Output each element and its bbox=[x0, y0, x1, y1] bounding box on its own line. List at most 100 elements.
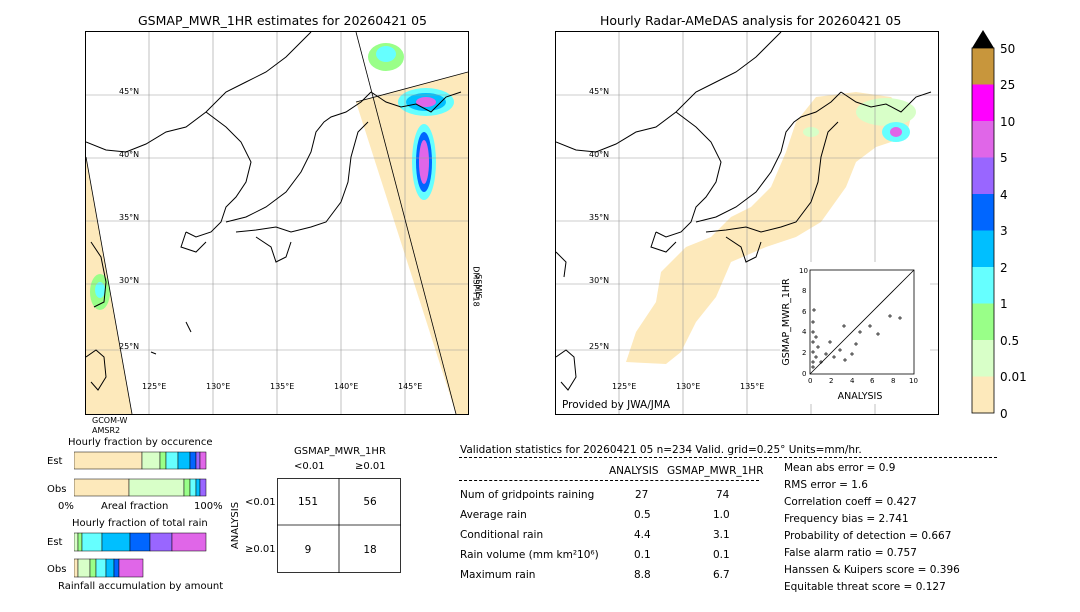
contingency-cell-0: 151 bbox=[298, 496, 318, 508]
val-row-4-a: 8.8 bbox=[634, 569, 651, 581]
validation-header: Validation statistics for 20260421 05 n=… bbox=[460, 444, 862, 456]
right-map-canvas: 45°N 40°N 35°N 30°N 25°N 125°E 130°E 135… bbox=[556, 32, 938, 414]
left-map-canvas: 45°N 40°N 35°N 30°N 25°N 125°E 130°E 135… bbox=[86, 32, 468, 414]
val-row-1-label: Average rain bbox=[460, 509, 527, 521]
colorbar-block bbox=[972, 157, 994, 195]
col-analysis: ANALYSIS bbox=[609, 465, 659, 477]
cbar-label-25: 25 bbox=[1000, 78, 1015, 92]
colorbar: 50 25 10 5 4 3 2 1 0.5 0.01 0 bbox=[968, 30, 1068, 421]
score-3: Frequency bias = 2.741 bbox=[784, 513, 909, 525]
svg-text:2: 2 bbox=[829, 377, 833, 385]
score-2: Correlation coeff = 0.427 bbox=[784, 496, 917, 508]
cbar-label-1: 1 bbox=[1000, 297, 1008, 311]
sat-left-label-2: AMSR2 bbox=[92, 426, 121, 435]
total-rain-row-obs: Obs bbox=[47, 564, 67, 575]
occurrence-row-obs: Obs bbox=[47, 484, 67, 495]
cbar-label-2: 2 bbox=[1000, 261, 1008, 275]
colorbar-block bbox=[972, 303, 994, 341]
right-lat-25: 25°N bbox=[589, 342, 609, 351]
scatter-y-ticks: 0 2 4 6 8 10 bbox=[799, 267, 808, 378]
occurrence-axis-0: 0% bbox=[58, 501, 74, 512]
scatter-points bbox=[811, 308, 902, 369]
svg-text:2: 2 bbox=[802, 349, 806, 357]
contingency-row-axis: ANALYSIS bbox=[230, 501, 242, 550]
colorbar-block bbox=[972, 340, 994, 377]
colorbar-block bbox=[972, 194, 994, 231]
contingency-col-1: ≥0.01 bbox=[355, 461, 386, 472]
colorbar-canvas: 50 25 10 5 4 3 2 1 0.5 0.01 0 bbox=[971, 30, 1027, 421]
cbar-label-3: 3 bbox=[1000, 224, 1008, 238]
svg-text:0: 0 bbox=[808, 377, 812, 385]
left-lat-35: 35°N bbox=[119, 213, 139, 222]
val-row-2-label: Conditional rain bbox=[460, 529, 544, 541]
val-row-0-g: 74 bbox=[716, 489, 730, 501]
colorbar-blocks bbox=[972, 48, 994, 414]
svg-text:6: 6 bbox=[802, 308, 807, 316]
left-lat-45: 45°N bbox=[119, 87, 139, 96]
right-lat-35: 35°N bbox=[589, 213, 609, 222]
left-lon-135: 135°E bbox=[270, 382, 294, 391]
score-5: False alarm ratio = 0.757 bbox=[784, 547, 917, 559]
svg-text:0: 0 bbox=[802, 370, 806, 378]
left-lon-145: 145°E bbox=[398, 382, 422, 391]
total-rain-bars bbox=[73, 532, 208, 578]
contingency-cell-3: 18 bbox=[363, 544, 376, 556]
right-lon-125: 125°E bbox=[612, 382, 636, 391]
contingency-cell-1: 56 bbox=[363, 496, 377, 508]
total-rain-row-est: Est bbox=[47, 537, 63, 548]
scatter-canvas: 0 2 4 6 8 10 0 2 4 6 8 10 ANALYSIS GSMAP… bbox=[781, 267, 918, 402]
left-lon-125: 125°E bbox=[142, 382, 166, 391]
cbar-label-5: 5 bbox=[1000, 151, 1008, 165]
left-grid bbox=[86, 32, 468, 414]
cbar-label-4: 4 bbox=[1000, 188, 1008, 202]
svg-text:10: 10 bbox=[909, 377, 918, 385]
right-lat-labels: 45°N 40°N 35°N 30°N 25°N bbox=[589, 87, 609, 351]
occurrence-bar-obs bbox=[73, 478, 207, 497]
left-lat-labels: 45°N 40°N 35°N 30°N 25°N bbox=[119, 87, 139, 351]
left-lat-40: 40°N bbox=[119, 150, 139, 159]
colorbar-block bbox=[972, 230, 994, 268]
left-lon-140: 140°E bbox=[334, 382, 358, 391]
val-row-1-g: 1.0 bbox=[713, 509, 730, 521]
val-row-0-a: 27 bbox=[635, 489, 649, 501]
val-row-3-label: Rain volume (mm km²10⁶) bbox=[460, 549, 599, 561]
colorbar-block bbox=[972, 267, 994, 304]
colorbar-block bbox=[972, 121, 994, 158]
left-map-title: GSMAP_MWR_1HR estimates for 20260421 05 bbox=[138, 13, 427, 28]
cbar-label-0: 0 bbox=[1000, 407, 1008, 420]
val-row-4-label: Maximum rain bbox=[460, 569, 536, 581]
scatter-ylabel: GSMAP_MWR_1HR bbox=[781, 278, 792, 366]
right-grid bbox=[556, 32, 938, 414]
right-lon-135: 135°E bbox=[740, 382, 764, 391]
svg-text:10: 10 bbox=[799, 267, 808, 275]
provider-label: Provided by JWA/JMA bbox=[562, 399, 671, 411]
occurrence-bars bbox=[73, 451, 208, 497]
right-coastline bbox=[556, 32, 932, 391]
right-lat-45: 45°N bbox=[589, 87, 609, 96]
left-coastline bbox=[86, 32, 462, 391]
colorbar-block bbox=[972, 376, 994, 414]
scatter-inset: 0 2 4 6 8 10 0 2 4 6 8 10 ANALYSIS GSMAP… bbox=[780, 262, 930, 404]
svg-text:6: 6 bbox=[870, 377, 875, 385]
sat-left-label-1: GCOM-W bbox=[92, 416, 128, 425]
score-1: RMS error = 1.6 bbox=[784, 479, 868, 491]
total-rain-bar-obs bbox=[73, 558, 144, 578]
val-row-0-label: Num of gridpoints raining bbox=[460, 489, 595, 501]
svg-text:8: 8 bbox=[891, 377, 895, 385]
occurrence-title: Hourly fraction by occurence bbox=[68, 437, 213, 448]
validation-divider bbox=[459, 457, 997, 458]
contingency-title: GSMAP_MWR_1HR bbox=[294, 446, 386, 457]
val-row-4-g: 6.7 bbox=[713, 569, 730, 581]
contingency-cell-2: 9 bbox=[305, 544, 312, 556]
cbar-label-50: 50 bbox=[1000, 42, 1015, 56]
cbar-label-0.01: 0.01 bbox=[1000, 370, 1027, 384]
score-4: Probability of detection = 0.667 bbox=[784, 530, 952, 542]
left-lat-30: 30°N bbox=[119, 276, 139, 285]
total-rain-footer: Rainfall accumulation by amount bbox=[58, 581, 224, 592]
right-lat-30: 30°N bbox=[589, 276, 609, 285]
occurrence-axis-100: 100% bbox=[194, 501, 223, 512]
scatter-x-ticks: 0 2 4 6 8 10 bbox=[808, 377, 918, 385]
right-lon-labels: 125°E 130°E 135°E bbox=[612, 382, 764, 391]
cbar-label-0.5: 0.5 bbox=[1000, 334, 1019, 348]
svg-text:4: 4 bbox=[850, 377, 855, 385]
